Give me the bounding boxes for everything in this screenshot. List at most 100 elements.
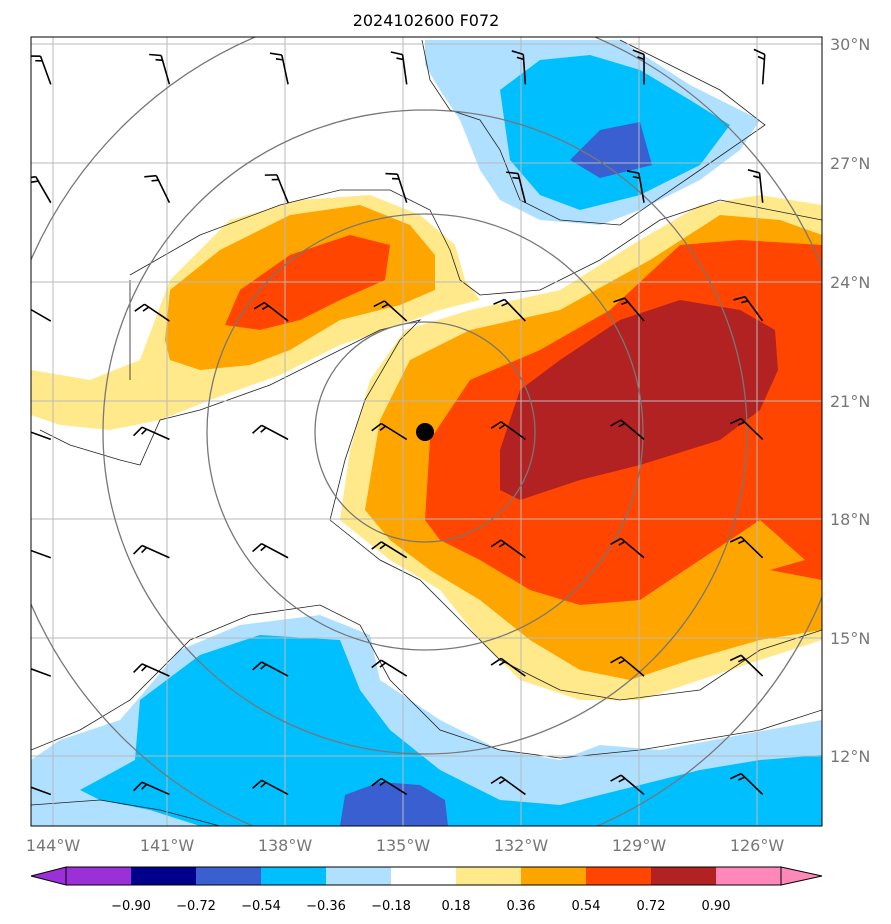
wind-barb-flag	[610, 537, 622, 546]
wind-barb-flag	[15, 666, 23, 675]
wind-barb-flag	[632, 49, 645, 56]
wind-barb-flag	[24, 309, 29, 313]
wind-barb-flag	[738, 776, 746, 781]
wind-barb-flag	[261, 304, 269, 310]
wind-barb-flag	[132, 663, 143, 673]
wind-barb-flag	[371, 777, 382, 787]
x-tick-label: 129°W	[612, 836, 667, 855]
wind-barb-flag	[490, 421, 502, 430]
wind-barb-flag	[134, 303, 146, 312]
wind-barb-flag	[501, 302, 509, 307]
colorbar-swatch	[391, 867, 456, 885]
colorbar-swatch	[196, 867, 261, 885]
wind-barb-shaft	[31, 668, 52, 677]
wind-barb-flag	[733, 295, 746, 301]
wind-barb-flag	[252, 779, 263, 789]
wind-barb-flag	[23, 668, 28, 673]
y-tick-label: 21°N	[830, 392, 870, 411]
wind-barb-flag	[757, 55, 765, 61]
wind-barb-flag	[252, 424, 263, 434]
wind-barb-flag	[15, 429, 23, 438]
wind-barbs	[15, 48, 766, 796]
wind-barb-flag	[729, 772, 742, 780]
wind-barb-flag	[610, 419, 622, 427]
wind-barb-flag	[15, 306, 24, 314]
x-tick-label: 126°W	[730, 836, 785, 855]
colorbar-swatch	[261, 867, 326, 885]
colorbar-frame	[65, 866, 782, 886]
wind-barb-flag	[253, 301, 265, 310]
x-tick-label: 138°W	[258, 836, 313, 855]
colorbar-label: −0.90	[111, 899, 151, 914]
wind-barb-flag	[493, 298, 505, 305]
colorbar-swatch	[131, 867, 196, 885]
y-tick-label: 24°N	[830, 273, 870, 292]
wind-barb-flag	[498, 779, 506, 785]
wind-barb-flag	[621, 301, 629, 305]
wind-barb-flag	[747, 169, 760, 174]
wind-barb-flag	[373, 300, 385, 308]
wind-barb-flag	[260, 782, 267, 788]
colorbar-labels: −0.90 −0.72 −0.54 −0.36 −0.18 0.18 0.36 …	[111, 899, 730, 914]
wind-barb-flag	[385, 172, 398, 175]
wind-barb-flag	[396, 57, 404, 61]
wind-barb-flag	[149, 53, 162, 57]
map-frame	[30, 36, 823, 827]
wind-barb-flag	[132, 544, 143, 555]
wind-barb-flag	[132, 781, 143, 792]
wind-barb-flag	[132, 426, 143, 437]
contour-neg0.54-north	[570, 122, 652, 178]
wind-barb-flag	[729, 417, 742, 425]
wind-barb-flag	[252, 543, 263, 553]
wind-barb-flag	[275, 58, 283, 61]
wind-barb-flag	[371, 659, 382, 669]
colorbar-label: 0.90	[702, 899, 731, 914]
y-axis-labels: 12°N 15°N 18°N 21°N 24°N 27°N 30°N	[830, 35, 870, 766]
wind-barb-flag	[511, 50, 524, 56]
wind-barb-shaft	[261, 542, 289, 559]
wind-barb-flag	[260, 427, 267, 433]
wind-barb-flag	[379, 780, 387, 787]
wind-barb-flag	[610, 774, 622, 782]
wind-barb-shaft	[761, 54, 766, 85]
range-rings	[31, 37, 822, 826]
wind-barb-flag	[260, 545, 267, 552]
colorbar: −0.90 −0.72 −0.54 −0.36 −0.18 0.18 0.36 …	[30, 866, 823, 914]
wind-barb-flag	[506, 171, 519, 175]
wind-barb-flag	[371, 541, 382, 550]
colorbar-swatch	[456, 867, 521, 885]
wind-barb-flag	[144, 174, 157, 178]
grid-lines	[31, 37, 822, 826]
wind-barb-flag	[15, 547, 23, 556]
wind-barb-flag	[512, 176, 520, 180]
wind-barb-flag	[637, 56, 645, 61]
colorbar-swatch	[651, 867, 716, 885]
y-tick-label: 30°N	[830, 35, 870, 54]
wind-barb-flag	[151, 179, 159, 182]
colorbar-swatch	[326, 867, 391, 885]
wind-barb-flag	[31, 180, 39, 183]
wind-barb-flag	[626, 170, 639, 174]
wind-barb-flag	[252, 661, 263, 671]
wind-barb-shaft	[517, 173, 527, 203]
wind-barb-flag	[141, 428, 148, 435]
wind-barb-flag	[498, 542, 506, 548]
y-tick-label: 12°N	[830, 747, 870, 766]
wind-barb-flag	[490, 776, 502, 785]
wind-barb-shaft	[31, 431, 52, 441]
wind-barb-flag	[490, 539, 502, 548]
wind-barb-flag	[741, 300, 749, 304]
wind-barb-flag	[23, 431, 28, 436]
wind-barb-flag	[632, 175, 640, 179]
colorbar-label: −0.18	[371, 899, 411, 914]
wind-barb-flag	[618, 777, 626, 783]
colorbar-label: −0.72	[176, 899, 216, 914]
y-tick-label: 15°N	[830, 629, 870, 648]
wind-barb-flag	[269, 52, 282, 56]
wind-barb-flag	[381, 303, 389, 309]
x-tick-label: 141°W	[140, 836, 195, 855]
colorbar-extend-min	[30, 866, 67, 886]
wind-barb-flag	[618, 422, 626, 428]
colorbar-label: 0.54	[572, 899, 601, 914]
